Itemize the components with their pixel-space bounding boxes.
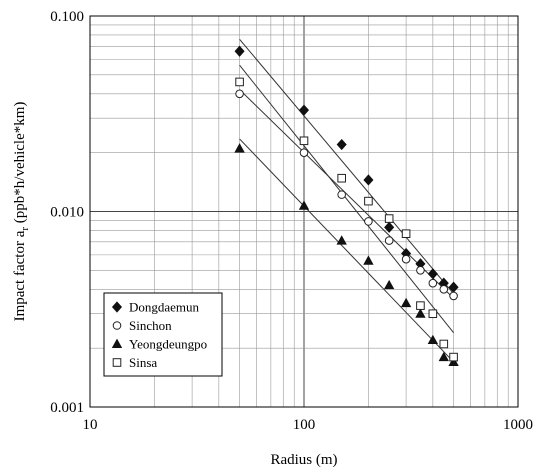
data-point-sinsa: [337, 173, 346, 183]
data-point-sinsa: [449, 352, 458, 362]
data-point-yeongdeungpo: [363, 255, 374, 265]
data-point-yeongdeungpo: [438, 351, 449, 362]
data-point-sinchon: [401, 254, 411, 264]
y-tick-label: 0.001: [50, 400, 84, 416]
x-tick-label: 10: [83, 417, 98, 433]
data-point-sinchon: [364, 217, 373, 226]
data-point-yeongdeungpo: [298, 200, 310, 210]
data-point-sinchon: [384, 236, 394, 245]
y-axis-title: Impact factor ar (ppb*h/vehicle*km): [12, 102, 31, 322]
data-point-sinchon: [235, 89, 244, 99]
data-point-sinsa: [384, 214, 394, 223]
data-point-dongdaemun: [234, 45, 245, 57]
data-point-sinchon: [428, 278, 438, 288]
y-axis-title-subscript: r: [19, 227, 31, 231]
data-point-sinchon: [416, 266, 425, 275]
data-point-sinsa: [439, 339, 449, 349]
trendline-dongdaemun: [239, 38, 454, 294]
data-point-sinsa: [401, 229, 411, 238]
y-axis-title-main: Impact factor a: [12, 230, 28, 321]
legend: Dongdaemun Sinchon Yeongdeungpo Sinsa: [103, 292, 223, 377]
data-point-yeongdeungpo: [383, 279, 395, 290]
grid: [89, 16, 518, 408]
legend-box: [103, 292, 223, 377]
legend-label-yeongdeungpo: Yeongdeungpo: [129, 337, 207, 352]
data-point-dongdaemun: [384, 221, 395, 233]
x-tick-label: 1000: [503, 417, 533, 433]
x-tick-label: 100: [293, 417, 316, 433]
legend-marker-dongdaemun: [111, 301, 123, 313]
data-point-sinchon: [449, 291, 458, 301]
data-point-sinchon: [337, 190, 346, 199]
legend-marker-yeongdeungpo: [111, 338, 123, 348]
data-point-dongdaemun: [448, 281, 459, 293]
data-point-dongdaemun: [427, 268, 438, 280]
series-sinsa: [235, 77, 458, 362]
plot-frame: [89, 15, 519, 408]
data-point-dongdaemun: [363, 174, 374, 186]
y-axis-title-rest: (ppb*h/vehicle*km): [12, 102, 28, 227]
data-point-yeongdeungpo: [427, 334, 439, 345]
data-point-sinsa: [416, 301, 425, 310]
data-point-yeongdeungpo: [415, 308, 426, 318]
data-points: [234, 45, 459, 366]
y-tick-label: 0.100: [50, 9, 84, 25]
legend-label-dongdaemun: Dongdaemun: [129, 300, 200, 315]
data-point-yeongdeungpo: [448, 356, 459, 366]
trendline-sinsa: [239, 64, 454, 333]
data-point-yeongdeungpo: [234, 143, 245, 153]
data-point-sinsa: [299, 136, 309, 146]
data-point-dongdaemun: [298, 104, 310, 116]
legend-marker-sinchon: [112, 321, 122, 330]
data-point-sinsa: [428, 309, 438, 319]
data-point-sinsa: [235, 77, 244, 87]
data-point-yeongdeungpo: [336, 235, 347, 245]
data-point-sinsa: [364, 196, 373, 206]
data-point-sinchon: [439, 284, 449, 294]
legend-label-sinchon: Sinchon: [129, 318, 172, 333]
series-dongdaemun: [234, 45, 459, 293]
data-point-dongdaemun: [336, 138, 347, 151]
legend-marker-sinsa: [112, 358, 122, 367]
x-axis-title: Radius (m): [270, 452, 337, 468]
data-point-sinchon: [299, 148, 309, 157]
data-point-yeongdeungpo: [400, 297, 412, 308]
legend-label-sinsa: Sinsa: [129, 355, 157, 370]
trendline-yeongdeungpo: [239, 138, 454, 363]
series-sinchon: [235, 89, 458, 301]
series-yeongdeungpo: [234, 143, 459, 366]
tick-labels: 10 100 1000 0.001 0.010 0.100: [50, 9, 533, 433]
y-tick-label: 0.010: [50, 205, 84, 221]
